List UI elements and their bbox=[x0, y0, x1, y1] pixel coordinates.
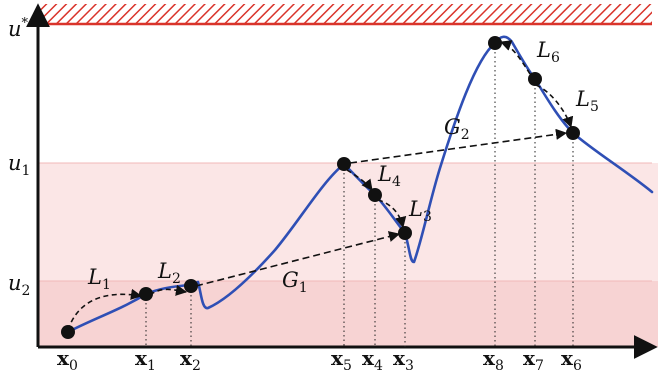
label-x6: x6 bbox=[561, 346, 582, 374]
label-x4: x4 bbox=[362, 346, 383, 374]
label-L5: L5 bbox=[575, 87, 599, 115]
arrow-L5 bbox=[535, 84, 574, 129]
label-L1: L1 bbox=[87, 265, 111, 293]
label-G2: G2 bbox=[444, 115, 470, 143]
label-x1: x1 bbox=[135, 346, 156, 374]
point-x1 bbox=[139, 287, 153, 301]
arrow-L2 bbox=[149, 284, 188, 296]
label-L3: L3 bbox=[408, 197, 432, 225]
point-x3 bbox=[398, 226, 412, 240]
arrow-L6 bbox=[499, 40, 531, 75]
point-x0 bbox=[61, 325, 75, 339]
label-x0: x0 bbox=[57, 346, 78, 374]
point-x8 bbox=[488, 36, 502, 50]
label-x7: x7 bbox=[523, 346, 544, 374]
label-u2: u2 bbox=[8, 271, 30, 299]
label-u1: u1 bbox=[8, 151, 30, 179]
label-u-star: u* bbox=[8, 16, 29, 41]
threshold-hatch bbox=[38, 4, 652, 24]
dotted-guides bbox=[145, 43, 574, 347]
label-L6: L6 bbox=[536, 38, 560, 66]
arrow-G2 bbox=[349, 128, 568, 164]
local-arrows bbox=[67, 40, 574, 331]
label-x5: x5 bbox=[331, 346, 352, 374]
point-x6 bbox=[566, 126, 580, 140]
point-x7 bbox=[528, 72, 542, 86]
label-x2: x2 bbox=[180, 346, 201, 374]
point-x4 bbox=[368, 188, 382, 202]
sample-points bbox=[61, 36, 580, 339]
label-G1: G1 bbox=[282, 268, 308, 296]
band-lower bbox=[38, 281, 658, 347]
label-x8: x8 bbox=[483, 346, 504, 374]
arrow-L4 bbox=[346, 169, 373, 191]
arrow-L3 bbox=[377, 199, 407, 229]
point-x2 bbox=[184, 279, 198, 293]
arrow-L1 bbox=[67, 288, 143, 331]
label-x3: x3 bbox=[393, 346, 414, 374]
global-arrows bbox=[195, 128, 568, 287]
band-upper bbox=[38, 163, 658, 281]
point-x5 bbox=[337, 157, 351, 171]
label-L2: L2 bbox=[157, 259, 181, 287]
arrow-G1 bbox=[195, 231, 401, 287]
label-L4: L4 bbox=[377, 162, 401, 190]
